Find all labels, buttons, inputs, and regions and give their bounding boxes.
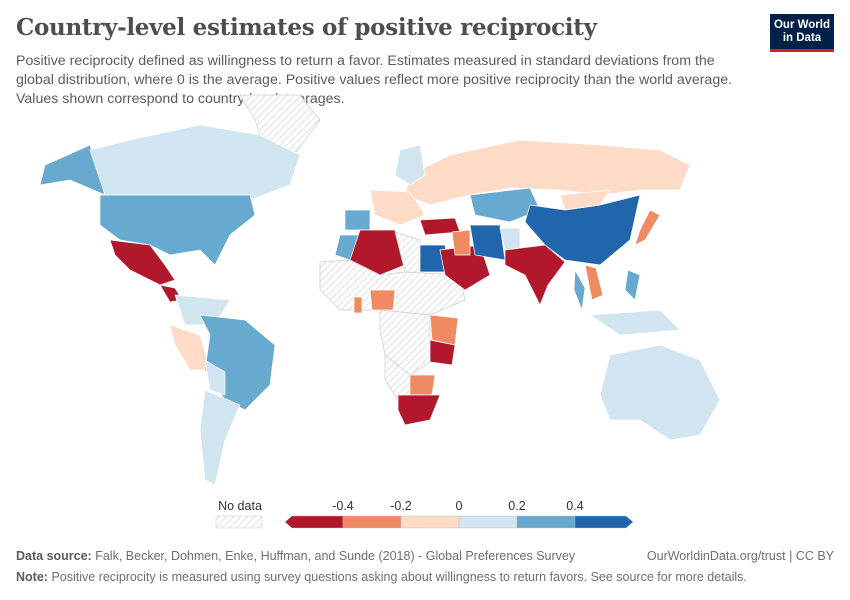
legend-bin[interactable] bbox=[458, 515, 518, 529]
legend-bin[interactable] bbox=[574, 515, 634, 529]
legend-bin[interactable] bbox=[400, 515, 460, 529]
country-indonesia[interactable] bbox=[588, 309, 681, 336]
country-western-europe[interactable] bbox=[369, 189, 426, 226]
legend-tick-label: 0 bbox=[456, 499, 463, 513]
country-peru[interactable] bbox=[169, 324, 211, 371]
legend-no-data-swatch[interactable] bbox=[215, 515, 263, 529]
country-scandinavia[interactable] bbox=[394, 144, 426, 186]
legend-no-data-label: No data bbox=[218, 499, 262, 513]
country-russia[interactable] bbox=[404, 139, 691, 206]
owid-logo[interactable]: Our World in Data bbox=[770, 14, 834, 52]
country-zimbabwe[interactable] bbox=[409, 374, 436, 396]
country-usa[interactable] bbox=[99, 194, 256, 266]
license-link[interactable]: OurWorldinData.org/trust | CC BY bbox=[646, 549, 834, 563]
country-bolivia[interactable] bbox=[204, 359, 226, 396]
country-kazakhstan[interactable] bbox=[469, 187, 541, 223]
legend-tick-label: -0.2 bbox=[390, 499, 412, 513]
legend-bin[interactable] bbox=[342, 515, 402, 529]
country-algeria[interactable] bbox=[349, 229, 406, 276]
note-label: Note: bbox=[16, 570, 48, 584]
country-iran[interactable] bbox=[469, 224, 506, 261]
country-philippines[interactable] bbox=[624, 269, 641, 301]
country-nigeria[interactable] bbox=[369, 289, 396, 311]
country-spain[interactable] bbox=[344, 209, 371, 231]
country-mongolia[interactable] bbox=[559, 189, 611, 211]
source-label: Data source: bbox=[16, 549, 92, 563]
logo-line-1: Our World bbox=[773, 19, 830, 31]
legend-bin[interactable] bbox=[284, 515, 344, 529]
source-link[interactable]: Falk, Becker, Dohmen, Enke, Huffman, and… bbox=[95, 549, 576, 563]
country-australia[interactable] bbox=[599, 344, 721, 441]
country-mexico[interactable] bbox=[109, 239, 176, 286]
legend-tick-label: -0.4 bbox=[332, 499, 354, 513]
country-tanzania[interactable] bbox=[429, 339, 456, 366]
country-japan[interactable] bbox=[634, 209, 661, 246]
data-source: Data source: Falk, Becker, Dohmen, Enke,… bbox=[16, 549, 575, 563]
page-subtitle: Positive reciprocity defined as willingn… bbox=[16, 53, 733, 107]
country-india[interactable] bbox=[504, 244, 566, 306]
legend-tick-label: 0.4 bbox=[566, 499, 583, 513]
country-iraq[interactable] bbox=[451, 229, 471, 256]
country-chile-argentina[interactable] bbox=[199, 389, 241, 486]
country-ghana[interactable] bbox=[353, 296, 363, 314]
country-vietnam[interactable] bbox=[584, 264, 604, 301]
country-alaska[interactable] bbox=[39, 144, 106, 196]
page-title: Country-level estimates of positive reci… bbox=[16, 14, 597, 41]
logo-line-2: in Data bbox=[782, 32, 822, 44]
legend-tick-label: 0.2 bbox=[508, 499, 525, 513]
note: Note: Positive reciprocity is measured u… bbox=[16, 570, 747, 584]
note-text: Positive reciprocity is measured using s… bbox=[51, 570, 747, 584]
legend-bin[interactable] bbox=[516, 515, 576, 529]
country-south-africa[interactable] bbox=[397, 394, 441, 426]
country-thailand[interactable] bbox=[573, 268, 586, 312]
